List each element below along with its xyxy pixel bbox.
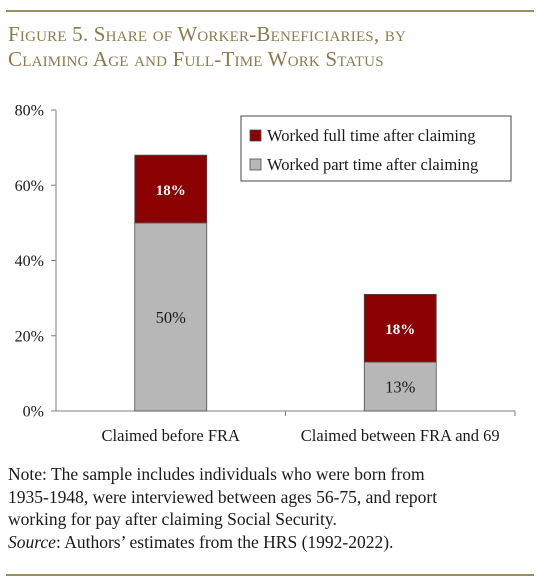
- stacked-bar-chart: 0% 20% 40% 60% 80% Claimed before FRA Claimed …: [15, 103, 516, 445]
- data-label-part-time: 13%: [385, 378, 416, 397]
- top-rule: [6, 10, 534, 12]
- bar-part-time: [363, 361, 437, 412]
- data-label-full-time: 18%: [156, 183, 186, 199]
- note-line3: working for pay after claiming Social Se…: [8, 509, 337, 529]
- bar-part-time: [134, 222, 208, 412]
- data-label-part-time: 50%: [156, 308, 187, 327]
- figure-title: Figure 5. Share of Worker-Beneficiaries,…: [8, 22, 528, 72]
- data-label-full-time: 18%: [385, 322, 415, 338]
- y-tick-label: 40%: [15, 253, 44, 270]
- source-line: Source: Authors’ estimates from the HRS …: [8, 531, 534, 554]
- figure-title-line2: Claiming Age and Full-Time Work Status: [8, 47, 384, 71]
- legend-swatch-full-time: [249, 129, 262, 142]
- bar-full-time: [363, 293, 437, 363]
- bar-full-time: [134, 154, 208, 224]
- legend-label-full-time: Worked full time after claiming: [267, 126, 476, 145]
- source-text: : Authors’ estimates from the HRS (1992-…: [55, 531, 394, 552]
- x-category-label: Claimed between FRA and 69: [301, 426, 500, 445]
- y-tick-label: 20%: [15, 328, 44, 345]
- bottom-rule: [6, 574, 534, 576]
- y-tick-label: 60%: [15, 178, 44, 195]
- y-tick-label: 0%: [23, 404, 44, 421]
- x-category-label: Claimed before FRA: [102, 426, 240, 445]
- figure-title-line1: Figure 5. Share of Worker-Beneficiaries,…: [8, 22, 406, 46]
- y-tick-label: 80%: [15, 103, 44, 120]
- source-label: Source: [8, 531, 56, 552]
- figure-note: Note: The sample includes individuals wh…: [8, 463, 534, 553]
- legend-label-part-time: Worked part time after claiming: [267, 155, 478, 174]
- legend-swatch-part-time: [249, 158, 262, 171]
- note-line1: Note: The sample includes individuals wh…: [8, 464, 425, 484]
- legend-box: [240, 115, 512, 182]
- note-line2: 1935-1948, were interviewed between ages…: [8, 486, 438, 507]
